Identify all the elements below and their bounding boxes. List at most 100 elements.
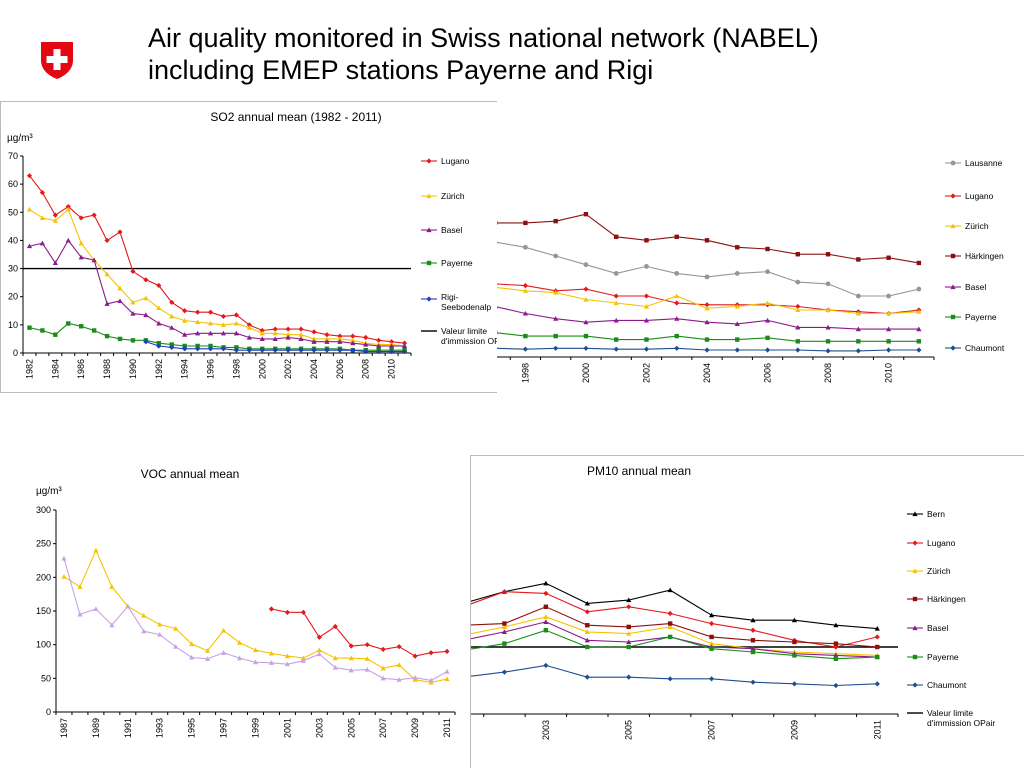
data-point: [502, 621, 507, 626]
legend-marker: [950, 253, 956, 259]
data-point: [337, 333, 343, 339]
data-point: [886, 310, 892, 316]
data-point: [667, 621, 673, 626]
data-point: [614, 337, 619, 342]
data-point: [207, 309, 214, 315]
data-point: [195, 343, 200, 349]
data-point: [704, 302, 710, 308]
data-point: [674, 300, 680, 306]
data-point: [791, 617, 798, 623]
data-point: [643, 317, 650, 323]
data-point: [626, 597, 632, 603]
data-point: [236, 640, 243, 645]
legend-label: Bern: [927, 509, 945, 519]
series-line: [29, 175, 405, 344]
data-point: [220, 650, 227, 655]
legend-label: Payerne: [441, 258, 473, 268]
data-point: [233, 330, 239, 336]
data-point: [324, 336, 330, 342]
x-tick-label: 1990: [128, 359, 138, 379]
x-tick-label: 1995: [187, 718, 197, 738]
data-point: [708, 612, 715, 618]
data-point: [825, 324, 831, 330]
series-basel: [26, 237, 408, 349]
data-point: [380, 675, 386, 681]
data-point: [644, 264, 649, 269]
data-point: [584, 674, 590, 680]
legend-label: Härkingen: [927, 594, 966, 604]
data-point: [583, 286, 589, 292]
series-chaumont: [471, 662, 880, 689]
data-point: [182, 343, 187, 349]
series-lausanne: [497, 240, 922, 299]
data-point: [259, 336, 265, 342]
data-point: [182, 346, 188, 352]
data-point: [543, 628, 549, 633]
series-line: [471, 621, 878, 658]
data-point: [401, 343, 408, 349]
data-point: [626, 631, 632, 636]
data-point: [130, 299, 136, 305]
nox-chart-panel: NOx annual meanppb0204060801001201982198…: [497, 93, 1024, 403]
x-tick-label: 2010: [387, 359, 397, 379]
data-point: [874, 625, 880, 631]
data-point: [233, 320, 239, 326]
data-point: [825, 281, 831, 287]
y-tick-label: 30: [8, 264, 18, 274]
data-point: [833, 641, 839, 646]
data-point: [674, 271, 680, 276]
data-point: [130, 311, 136, 316]
x-tick-label: 1987: [59, 718, 69, 738]
data-point: [300, 655, 306, 661]
data-point: [364, 642, 370, 648]
data-point: [750, 617, 756, 623]
data-point: [78, 254, 84, 260]
data-point: [389, 343, 395, 349]
x-tick-label: 1993: [155, 718, 165, 738]
data-point: [626, 644, 631, 650]
x-tick-label: 2003: [314, 718, 324, 738]
legend-marker: [426, 227, 432, 233]
legend-marker: [950, 314, 956, 320]
data-point: [337, 336, 343, 342]
x-tick-label: 2005: [346, 718, 356, 738]
data-point: [674, 316, 680, 321]
data-point: [246, 325, 252, 330]
data-point: [141, 613, 147, 618]
data-point: [584, 629, 590, 635]
data-point: [667, 634, 673, 640]
data-point: [584, 637, 590, 643]
series-line: [497, 286, 919, 315]
data-point: [285, 332, 291, 337]
legend-marker: [426, 260, 432, 266]
data-point: [792, 653, 797, 658]
legend-label: Rigi-Seebodenalp: [441, 292, 491, 312]
x-tick-label: 1982: [24, 359, 34, 379]
x-tick-label: 2009: [789, 720, 799, 740]
data-point: [583, 296, 589, 302]
x-tick-label: 2007: [378, 718, 388, 738]
data-point: [104, 333, 110, 339]
data-point: [795, 279, 801, 285]
legend: Bern Lugano Zürich Härkingen Basel Payerne Cha…: [907, 509, 995, 728]
data-point: [613, 293, 619, 299]
data-point: [708, 641, 715, 646]
legend-marker: [912, 654, 918, 660]
data-point: [316, 647, 322, 653]
data-point: [855, 326, 861, 332]
data-point: [497, 240, 498, 244]
data-point: [298, 332, 304, 337]
data-point: [522, 282, 528, 289]
x-tick-label: 2011: [442, 718, 452, 737]
data-point: [52, 218, 58, 223]
data-point: [324, 332, 330, 338]
legend-label: Payerne: [965, 312, 997, 322]
series-basel: [497, 306, 922, 332]
data-point: [169, 325, 175, 330]
data-point: [268, 650, 275, 656]
data-point: [316, 651, 322, 657]
data-point: [497, 288, 498, 290]
data-point: [626, 674, 632, 680]
data-point: [553, 218, 558, 224]
